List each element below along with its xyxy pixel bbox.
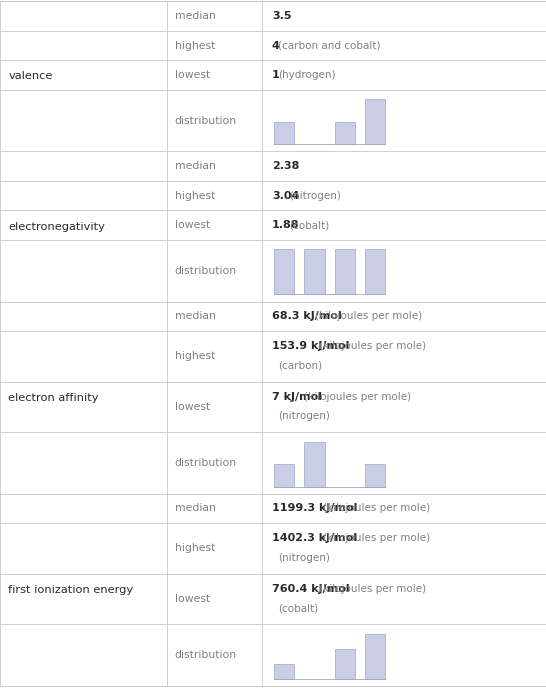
Text: lowest: lowest bbox=[175, 220, 210, 230]
Text: median: median bbox=[175, 11, 216, 21]
Text: 1.88: 1.88 bbox=[272, 220, 299, 230]
Text: highest: highest bbox=[175, 41, 215, 50]
Text: (hydrogen): (hydrogen) bbox=[278, 70, 336, 80]
Text: highest: highest bbox=[175, 191, 215, 201]
Text: highest: highest bbox=[175, 352, 215, 361]
Text: (kilojoules per mole): (kilojoules per mole) bbox=[323, 533, 430, 544]
Text: lowest: lowest bbox=[175, 70, 210, 80]
Text: (cobalt): (cobalt) bbox=[289, 220, 330, 230]
Text: median: median bbox=[175, 161, 216, 171]
Text: 3.04: 3.04 bbox=[272, 191, 299, 201]
Text: first ionization energy: first ionization energy bbox=[8, 585, 133, 595]
Bar bbox=[365, 634, 385, 678]
Text: distribution: distribution bbox=[175, 116, 237, 126]
Bar bbox=[335, 249, 355, 294]
Bar bbox=[365, 99, 385, 144]
Text: 1402.3 kJ/mol: 1402.3 kJ/mol bbox=[272, 533, 357, 544]
Text: electronegativity: electronegativity bbox=[8, 222, 105, 232]
Bar bbox=[274, 664, 294, 678]
Text: distribution: distribution bbox=[175, 458, 237, 468]
Text: electron affinity: electron affinity bbox=[8, 393, 99, 402]
Text: highest: highest bbox=[175, 544, 215, 553]
Text: 153.9 kJ/mol: 153.9 kJ/mol bbox=[272, 341, 349, 351]
Text: valence: valence bbox=[8, 72, 52, 81]
Bar bbox=[304, 249, 324, 294]
Text: (nitrogen): (nitrogen) bbox=[278, 411, 330, 421]
Text: median: median bbox=[175, 311, 216, 321]
Text: 68.3 kJ/mol: 68.3 kJ/mol bbox=[272, 311, 342, 321]
Text: (kilojoules per mole): (kilojoules per mole) bbox=[319, 584, 426, 594]
Text: (kilojoules per mole): (kilojoules per mole) bbox=[323, 504, 430, 513]
Text: 1: 1 bbox=[272, 70, 280, 80]
Bar bbox=[274, 464, 294, 486]
Text: 760.4 kJ/mol: 760.4 kJ/mol bbox=[272, 584, 349, 594]
Text: 4: 4 bbox=[272, 41, 280, 50]
Text: distribution: distribution bbox=[175, 650, 237, 660]
Text: 3.5: 3.5 bbox=[272, 11, 292, 21]
Text: lowest: lowest bbox=[175, 594, 210, 604]
Bar bbox=[365, 464, 385, 486]
Text: distribution: distribution bbox=[175, 266, 237, 276]
Text: (nitrogen): (nitrogen) bbox=[278, 552, 330, 563]
Text: 2.38: 2.38 bbox=[272, 161, 299, 171]
Text: 1199.3 kJ/mol: 1199.3 kJ/mol bbox=[272, 504, 357, 513]
Text: lowest: lowest bbox=[175, 402, 210, 412]
Text: (kilojoules per mole): (kilojoules per mole) bbox=[319, 341, 426, 351]
Text: median: median bbox=[175, 504, 216, 513]
Text: (kilojoules per mole): (kilojoules per mole) bbox=[304, 391, 412, 402]
Bar bbox=[335, 649, 355, 678]
Text: (cobalt): (cobalt) bbox=[278, 603, 319, 613]
Text: 7 kJ/mol: 7 kJ/mol bbox=[272, 391, 322, 402]
Text: (nitrogen): (nitrogen) bbox=[289, 191, 341, 201]
Text: (carbon and cobalt): (carbon and cobalt) bbox=[278, 41, 381, 50]
Bar bbox=[335, 122, 355, 144]
Bar bbox=[274, 122, 294, 144]
Bar bbox=[304, 442, 324, 486]
Text: (kilojoules per mole): (kilojoules per mole) bbox=[316, 311, 423, 321]
Bar bbox=[365, 249, 385, 294]
Bar bbox=[274, 249, 294, 294]
Text: (carbon): (carbon) bbox=[278, 361, 323, 370]
